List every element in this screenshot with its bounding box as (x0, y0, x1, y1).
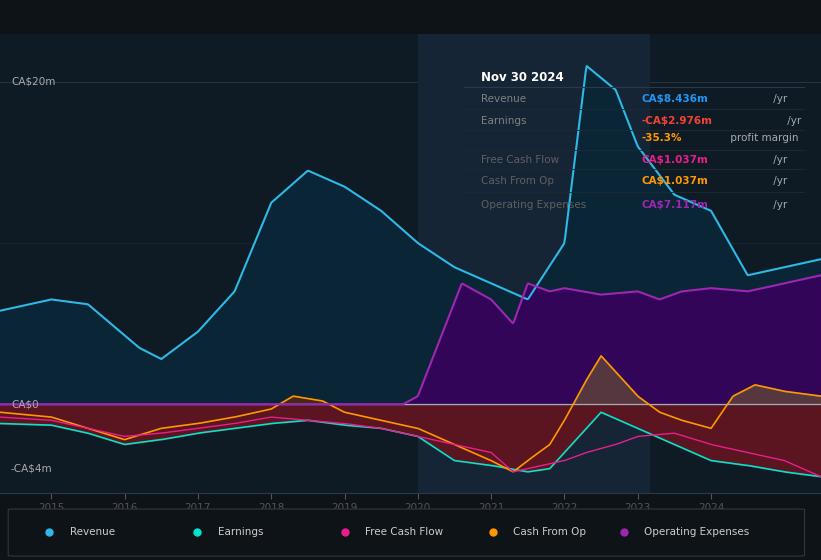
Text: Nov 30 2024: Nov 30 2024 (481, 71, 564, 83)
Text: profit margin: profit margin (727, 133, 798, 143)
Text: /yr: /yr (784, 116, 801, 126)
Text: -35.3%: -35.3% (641, 133, 681, 143)
Text: Earnings: Earnings (481, 116, 526, 126)
Text: /yr: /yr (770, 200, 787, 210)
Text: Revenue: Revenue (481, 94, 526, 104)
Text: CA$20m: CA$20m (11, 77, 55, 87)
Text: CA$8.436m: CA$8.436m (641, 94, 708, 104)
FancyBboxPatch shape (8, 509, 805, 556)
Text: -CA$4m: -CA$4m (11, 464, 53, 474)
Text: Operating Expenses: Operating Expenses (481, 200, 586, 210)
Bar (418, 34, 649, 493)
Text: Free Cash Flow: Free Cash Flow (365, 527, 443, 537)
Text: Operating Expenses: Operating Expenses (644, 527, 750, 537)
Text: /yr: /yr (770, 176, 787, 186)
Text: /yr: /yr (770, 155, 787, 165)
Text: Cash From Op: Cash From Op (481, 176, 554, 186)
Text: CA$7.117m: CA$7.117m (641, 200, 708, 210)
Text: Revenue: Revenue (70, 527, 115, 537)
Text: CA$0: CA$0 (11, 399, 39, 409)
Text: Cash From Op: Cash From Op (513, 527, 586, 537)
Text: CA$1.037m: CA$1.037m (641, 176, 708, 186)
Text: CA$1.037m: CA$1.037m (641, 155, 708, 165)
Text: -CA$2.976m: -CA$2.976m (641, 116, 712, 126)
Text: Earnings: Earnings (218, 527, 263, 537)
Text: Free Cash Flow: Free Cash Flow (481, 155, 559, 165)
Text: /yr: /yr (770, 94, 787, 104)
